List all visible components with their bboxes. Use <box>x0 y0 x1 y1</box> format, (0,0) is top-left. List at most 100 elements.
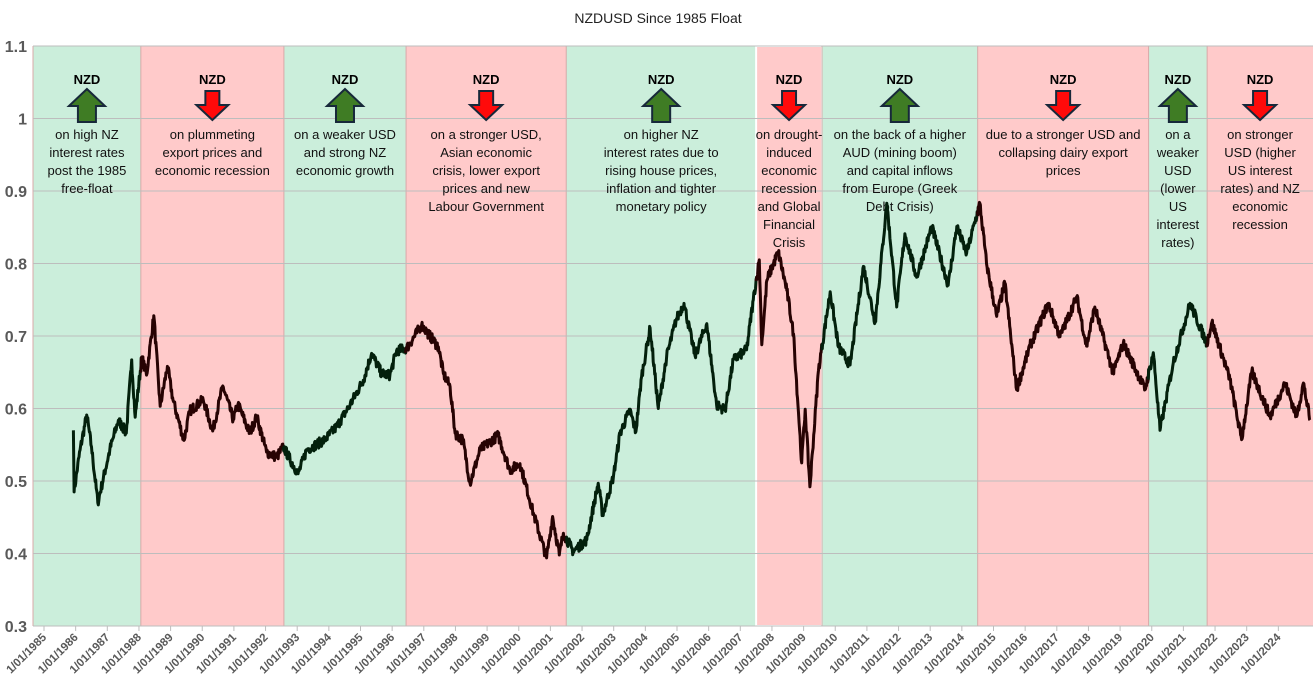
arrow-down-icon <box>193 90 231 122</box>
annotation-3: NZD on a stronger USD, Asian economic crisi… <box>428 72 544 214</box>
annotation-text-line: on high NZ <box>55 127 119 142</box>
annotation-text-line: economic <box>761 163 817 178</box>
nzd-label: NZD <box>199 72 226 87</box>
annotations: NZD on high NZ interest rates post the 1985… <box>48 72 1300 250</box>
annotation-text-line: interest <box>1157 217 1200 232</box>
annotation-9: NZD on stronger USD (higher US interest rate… <box>1220 72 1300 232</box>
series-line-segment <box>1205 318 1312 442</box>
series-line-segment <box>754 249 824 489</box>
annotation-text-line: induced <box>766 145 812 160</box>
nzd-label: NZD <box>886 72 913 87</box>
annotation-text-line: US <box>1169 199 1187 214</box>
arrow-up-icon <box>324 87 366 123</box>
series-line-segment <box>404 320 568 560</box>
annotation-8: NZD on a weaker USD (lower US interest rates) <box>1156 72 1200 250</box>
series-line-segment <box>820 201 980 369</box>
annotation-text-line: interest rates due to <box>604 145 719 160</box>
y-tick-label: 0.5 <box>5 474 27 491</box>
series-line <box>71 200 1312 560</box>
annotation-text-line: from Europe (Greek <box>842 181 957 196</box>
nzd-label: NZD <box>1165 72 1192 87</box>
annotation-1: NZD on plummeting export prices and economi… <box>155 72 270 178</box>
annotation-text-line: Debt Crisis) <box>866 199 934 214</box>
annotation-5: NZD on drought-induced economic recession an… <box>756 72 823 250</box>
nzd-label: NZD <box>1247 72 1274 87</box>
arrow-up-icon <box>66 87 108 123</box>
annotation-text-line: Financial <box>763 217 815 232</box>
annotation-0: NZD on high NZ interest rates post the 1985… <box>48 72 127 196</box>
arrow-down-icon <box>1241 90 1279 122</box>
nzd-label: NZD <box>74 72 101 87</box>
annotation-text-line: prices and new <box>442 181 530 196</box>
y-tick-label: 0.9 <box>5 184 27 201</box>
annotation-text-line: and Global <box>758 199 821 214</box>
annotation-text-line: on the back of a higher <box>834 127 967 142</box>
nzd-label: NZD <box>1050 72 1077 87</box>
y-tick-label: 0.6 <box>5 402 27 419</box>
annotation-text-line: due to a stronger USD and <box>986 127 1141 142</box>
annotation-4: NZD on higher NZ interest rates due to risi… <box>604 72 719 214</box>
annotation-text-line: USD (higher <box>1224 145 1296 160</box>
y-tick-label: 1 <box>18 112 27 129</box>
y-tick-label: 0.4 <box>5 547 27 564</box>
chart-title: NZDUSD Since 1985 Float <box>574 10 741 26</box>
annotation-text-line: Labour Government <box>428 199 544 214</box>
nzd-label: NZD <box>473 72 500 87</box>
annotation-text-line: interest rates <box>49 145 125 160</box>
annotation-text-line: on a <box>1165 127 1191 142</box>
annotation-text-line: (lower <box>1160 181 1196 196</box>
annotation-text-line: prices <box>1046 163 1081 178</box>
annotation-text-line: on plummeting <box>170 127 255 142</box>
arrow-down-icon <box>1044 90 1082 122</box>
series-line-segment <box>281 343 408 476</box>
annotation-text-line: on higher NZ <box>624 127 699 142</box>
annotation-text-line: monetary policy <box>616 199 708 214</box>
annotation-2: NZD on a weaker USD and strong NZ economic … <box>294 72 396 178</box>
annotation-text-line: on stronger <box>1227 127 1293 142</box>
nzd-label: NZD <box>648 72 675 87</box>
annotation-text-line: export prices and <box>163 145 263 160</box>
annotation-text-line: rates) <box>1161 235 1194 250</box>
series-line-segment <box>139 314 286 462</box>
annotation-text-line: and capital inflows <box>847 163 954 178</box>
annotation-text-line: economic <box>1232 199 1288 214</box>
annotation-text-line: on a stronger USD, <box>431 127 542 142</box>
nzd-label: NZD <box>332 72 359 87</box>
arrow-up-icon <box>879 87 921 123</box>
nzd-label: NZD <box>776 72 803 87</box>
annotation-text-line: recession <box>761 181 817 196</box>
series-line-segment <box>71 357 143 507</box>
annotation-text-line: US interest <box>1228 163 1293 178</box>
annotation-text-line: rising house prices, <box>605 163 717 178</box>
annotation-text-line: AUD (mining boom) <box>843 145 957 160</box>
annotation-text-line: on drought- <box>756 127 823 142</box>
annotation-text-line: USD <box>1164 163 1191 178</box>
arrow-down-icon <box>467 90 505 122</box>
annotation-text-line: and strong NZ <box>304 145 386 160</box>
annotation-7: NZD due to a stronger USD and collapsing d… <box>986 72 1141 178</box>
arrow-down-icon <box>770 90 808 122</box>
arrow-up-icon <box>640 87 682 123</box>
annotation-text-line: economic growth <box>296 163 394 178</box>
annotation-text-line: Asian economic <box>440 145 532 160</box>
annotation-text-line: on a weaker USD <box>294 127 396 142</box>
annotation-text-line: free-float <box>61 181 113 196</box>
series-line-segment <box>1146 301 1209 432</box>
annotation-text-line: inflation and tighter <box>606 181 717 196</box>
y-axis: 0.3 0.4 0.5 0.6 0.7 0.8 0.9 1 1.1 <box>5 39 27 636</box>
arrow-up-icon <box>1157 87 1199 123</box>
series-line-segment <box>975 200 1151 392</box>
annotation-text-line: crisis, lower export <box>432 163 540 178</box>
annotation-text-line: rates) and NZ <box>1220 181 1300 196</box>
annotation-6: NZD on the back of a higher AUD (mining bo… <box>834 72 967 214</box>
y-tick-label: 0.8 <box>5 257 27 274</box>
series-line-segment <box>565 276 759 557</box>
y-tick-label: 0.3 <box>5 619 27 636</box>
y-tick-label: 1.1 <box>5 39 27 56</box>
annotation-text-line: recession <box>1232 217 1288 232</box>
annotation-text-line: post the 1985 <box>48 163 127 178</box>
annotation-text-line: collapsing dairy export <box>998 145 1128 160</box>
annotation-text-line: economic recession <box>155 163 270 178</box>
annotation-text-line: weaker <box>1156 145 1200 160</box>
